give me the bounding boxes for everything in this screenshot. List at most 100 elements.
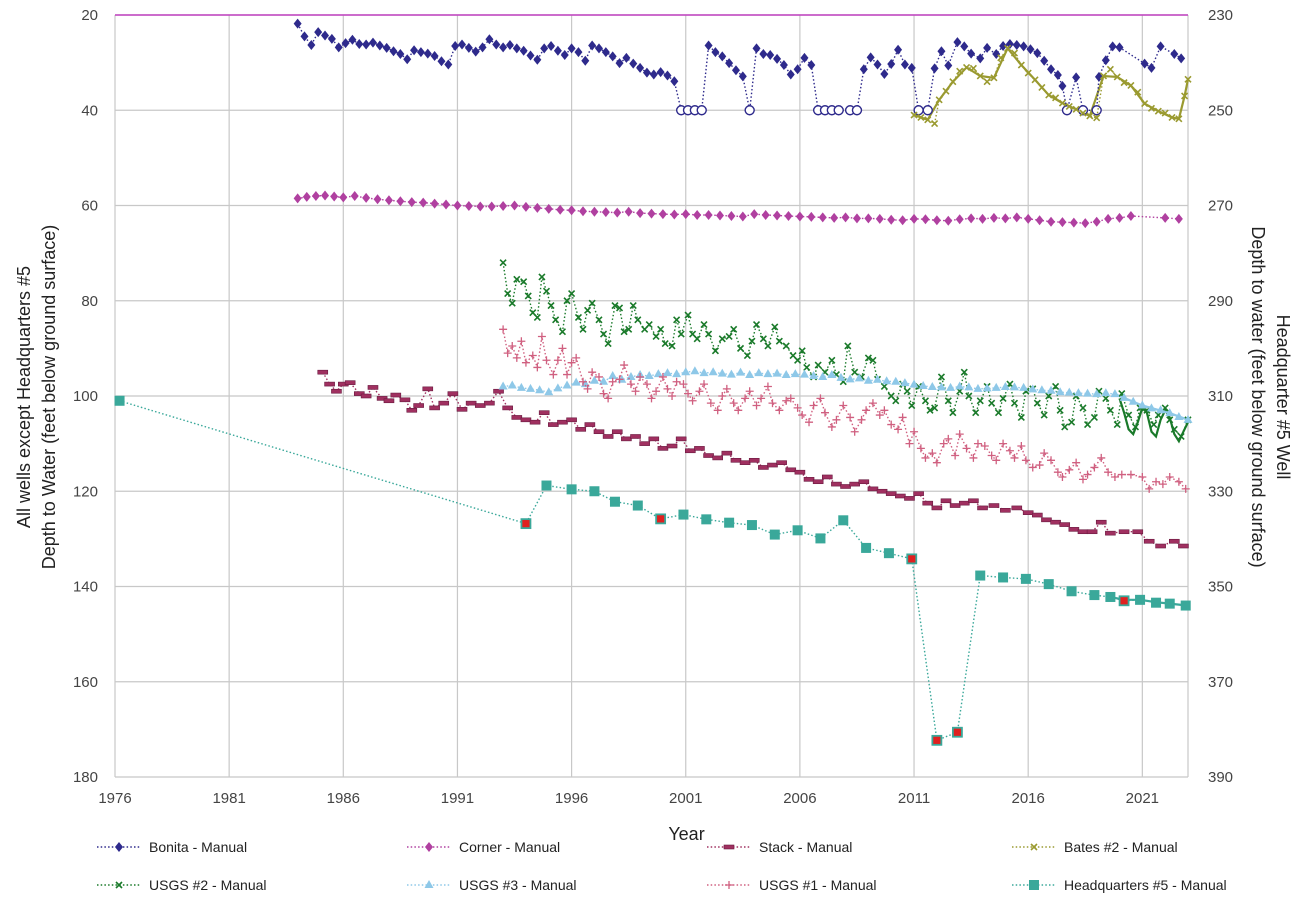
point-corner-manual-shape	[384, 195, 393, 206]
point-bates-2-manual	[1017, 61, 1025, 69]
point-usgs-2-manual-shape	[748, 337, 756, 345]
point-stack-manual	[502, 405, 513, 411]
point-usgs-3-manual-shape	[936, 382, 946, 391]
point-usgs-1-manual	[928, 449, 937, 458]
point-usgs-2-manual	[547, 301, 555, 310]
point-usgs-3-manual-shape	[1101, 388, 1111, 397]
y-right-tick-label: 370	[1208, 674, 1233, 691]
point-usgs-2-manual	[782, 342, 790, 350]
point-usgs-2-manual-shape	[1056, 406, 1064, 414]
point-bonita-manual	[992, 49, 1001, 60]
point-usgs-1-manual-shape	[1010, 453, 1019, 462]
legend-marker-shape	[1029, 880, 1039, 890]
point-bates-2-manual-shape	[924, 116, 932, 124]
point-bonita-manual-shape	[642, 67, 651, 78]
point-stack-manual-shape	[548, 422, 559, 427]
point-usgs-1-manual	[1090, 463, 1099, 472]
point-stack-manual	[949, 503, 961, 508]
point-usgs-1-manual-shape	[928, 449, 937, 458]
point-usgs-2-manual	[657, 325, 665, 333]
point-usgs-2-manual-shape	[588, 299, 596, 307]
point-usgs-3-manual	[1064, 387, 1074, 396]
point-bonita-manual-shape	[567, 43, 576, 54]
point-usgs-2-manual-shape	[533, 313, 541, 321]
point-usgs-1-manual	[805, 418, 814, 427]
point-usgs-3-manual	[900, 378, 910, 387]
point-bonita-manual	[458, 39, 467, 50]
point-usgs-2-manual	[668, 342, 676, 350]
point-corner-manual	[1115, 212, 1124, 223]
point-stack-manual-shape	[621, 436, 632, 442]
point-usgs-1-manual-shape	[1047, 456, 1056, 465]
point-bonita-manual-shape	[430, 50, 439, 61]
point-stack-manual	[748, 457, 760, 463]
point-headquarters-5-manual-shape	[883, 548, 894, 559]
point-usgs-2-manual-shape	[782, 342, 790, 350]
point-bonita-manual	[866, 52, 875, 63]
point-usgs-1-manual-shape	[512, 353, 521, 362]
point-bonita-manual-shape	[293, 18, 302, 29]
point-usgs-1-manual	[1083, 470, 1092, 479]
point-stack-manual	[721, 450, 733, 456]
point-corner-manual	[487, 201, 496, 212]
point-corner-manual	[311, 190, 320, 201]
point-corner-manual-shape	[464, 200, 473, 211]
point-stack-manual-shape	[1178, 543, 1189, 549]
point-usgs-3-manual	[854, 373, 864, 382]
point-usgs-1-manual	[1145, 484, 1154, 493]
point-usgs-1-manual-shape	[713, 406, 722, 415]
legend-marker-shape	[725, 881, 733, 889]
point-bonita-manual	[1005, 39, 1014, 50]
point-bonita-manual-shape	[807, 60, 816, 71]
point-corner-manual-shape	[1174, 213, 1183, 224]
point-usgs-3-manual	[964, 382, 974, 391]
point-corner-manual-shape	[841, 212, 850, 223]
point-usgs-2-manual	[538, 273, 546, 281]
point-usgs-2-manual	[1090, 413, 1098, 421]
point-headquarters-5-manual	[632, 500, 643, 511]
point-stack-manual-shape	[1086, 529, 1098, 535]
point-usgs-3-manual-shape	[955, 381, 965, 390]
point-bonita-manual	[403, 54, 412, 65]
point-usgs-1-manual	[1110, 472, 1119, 481]
point-usgs-2-manual	[558, 328, 567, 336]
point-usgs-1-manual-shape	[868, 399, 877, 408]
point-corner-manual	[613, 207, 622, 218]
point-usgs-1-manual-shape	[1138, 472, 1147, 481]
legend-label: USGS #3 - Manual	[459, 877, 577, 893]
point-usgs-1-manual	[850, 427, 859, 436]
point-bonita-manual-shape	[478, 42, 487, 53]
point-usgs-3-manual	[909, 379, 919, 388]
point-bonita-manual-shape	[485, 34, 494, 45]
point-bonita-manual-shape	[992, 49, 1001, 60]
point-bonita-manual-shape	[368, 37, 377, 48]
point-bates-2-manual	[1024, 69, 1032, 77]
point-usgs-3-manual	[1119, 392, 1129, 401]
point-bonita-manual	[368, 37, 377, 48]
point-headquarters-5-manual-shape	[701, 514, 712, 525]
point-usgs-2-manual-shape	[1040, 411, 1048, 419]
point-usgs-1-manual-shape	[542, 356, 551, 365]
point-usgs-1-manual	[992, 456, 1001, 465]
y-left-axis-title: All wells except Headquarters #5 Depth to…	[14, 225, 59, 570]
point-bonita-manual-non-detect	[851, 105, 863, 116]
point-usgs-1-manual-shape	[608, 377, 617, 386]
point-stack-manual-shape	[895, 493, 906, 499]
point-usgs-3-manual	[827, 370, 837, 379]
point-usgs-1-manual	[553, 356, 562, 365]
point-stack-manual-shape	[812, 479, 824, 485]
point-bates-2-manual	[1141, 100, 1149, 108]
point-bonita-manual	[547, 40, 556, 51]
point-usgs-2-manual	[864, 354, 872, 362]
point-usgs-1-manual	[620, 361, 629, 370]
point-stack-manual	[858, 479, 870, 485]
point-stack-manual-shape	[1169, 538, 1180, 544]
point-usgs-3-manual	[1073, 388, 1083, 397]
point-usgs-2-manual	[1033, 399, 1041, 407]
point-usgs-1-manual-shape	[1181, 484, 1190, 493]
point-usgs-2-manual	[1061, 423, 1069, 431]
point-usgs-1-manual	[608, 377, 617, 386]
point-bates-2-manual-shape	[1038, 83, 1046, 91]
point-corner-manual	[887, 214, 896, 225]
